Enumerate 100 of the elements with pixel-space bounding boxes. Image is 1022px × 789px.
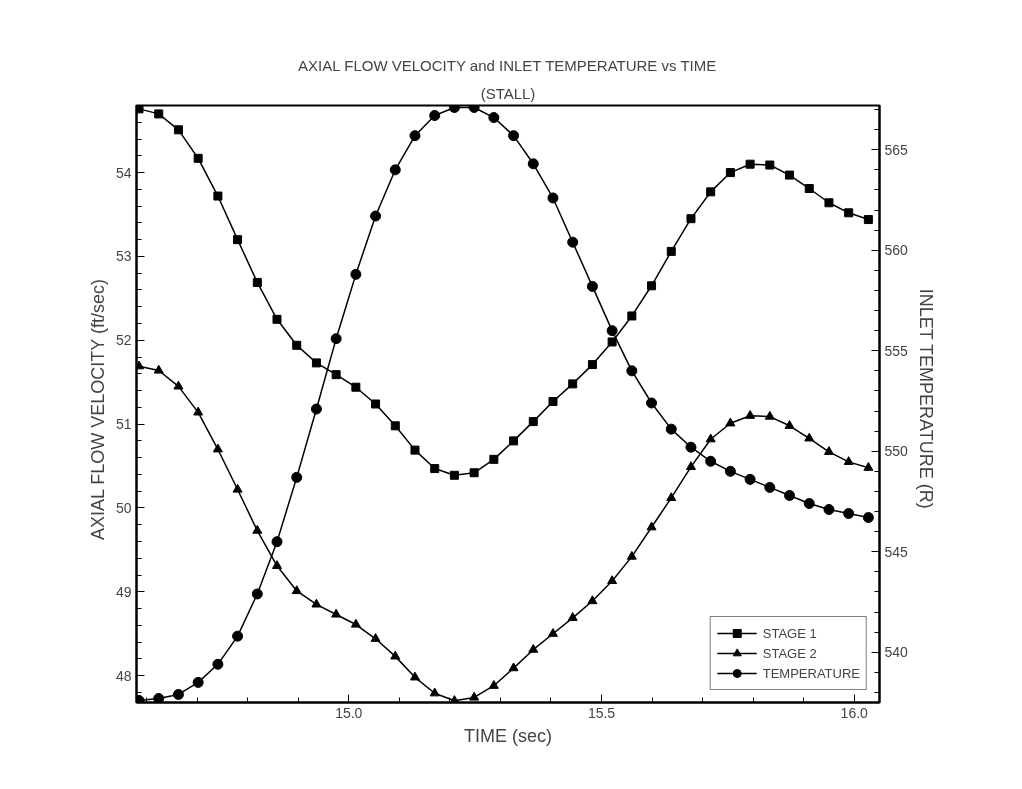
- x-tick-label: 15.0: [335, 704, 363, 721]
- y2-tick-label: 560: [884, 242, 909, 259]
- point: [330, 333, 342, 345]
- y2-tick-label: 545: [884, 543, 909, 560]
- point: [803, 498, 815, 509]
- point: [706, 187, 716, 197]
- point: [626, 365, 638, 377]
- point: [154, 109, 164, 119]
- point: [724, 465, 736, 477]
- y2-tick-label: 565: [884, 141, 909, 158]
- y-tick-label: 50: [115, 499, 132, 516]
- point: [272, 314, 282, 324]
- point: [843, 508, 855, 520]
- y-axis-title: AXIAL FLOW VELOCITY (ft/sec): [87, 278, 108, 541]
- point: [310, 403, 322, 415]
- point: [508, 130, 520, 142]
- point: [192, 676, 204, 688]
- y2-tick-label: 555: [884, 342, 909, 359]
- point: [409, 130, 421, 142]
- point: [804, 184, 814, 194]
- point: [765, 160, 775, 170]
- point: [785, 170, 795, 180]
- point: [251, 588, 263, 600]
- point: [764, 481, 776, 493]
- point: [784, 420, 795, 429]
- point: [705, 455, 717, 467]
- point: [509, 436, 519, 446]
- point: [862, 512, 874, 524]
- point: [685, 461, 696, 470]
- legend-label: STAGE 2: [762, 645, 817, 661]
- point: [272, 560, 283, 569]
- point: [528, 643, 539, 653]
- point: [607, 337, 617, 347]
- y2-axis-title: INLET TEMPERATURE (R): [915, 288, 936, 509]
- point: [331, 370, 341, 380]
- point: [626, 550, 637, 560]
- point: [232, 483, 243, 493]
- y-tick-label: 48: [115, 667, 132, 684]
- point: [863, 215, 873, 225]
- point: [823, 446, 834, 455]
- y-tick-label: 49: [115, 583, 132, 600]
- point: [469, 691, 480, 701]
- point: [213, 191, 223, 201]
- point: [646, 521, 657, 531]
- point: [389, 164, 401, 176]
- point: [350, 618, 361, 628]
- chart-subtitle: (STALL): [480, 84, 536, 102]
- point: [665, 423, 677, 435]
- point: [686, 214, 696, 224]
- point: [745, 159, 755, 169]
- point: [547, 192, 559, 204]
- point: [567, 612, 578, 621]
- point: [212, 443, 223, 453]
- point: [291, 585, 302, 595]
- chart-title: AXIAL FLOW VELOCITY and INLET TEMPERATURE vs TIME: [298, 56, 717, 74]
- point: [705, 433, 716, 443]
- point: [666, 246, 676, 256]
- point: [469, 468, 479, 478]
- point: [607, 575, 618, 585]
- point: [429, 687, 440, 697]
- point: [193, 153, 203, 163]
- point: [370, 633, 381, 642]
- point: [823, 504, 835, 516]
- y-tick-label: 53: [115, 248, 132, 265]
- point: [843, 456, 854, 465]
- point: [429, 110, 441, 122]
- point: [172, 688, 184, 700]
- point: [527, 158, 539, 170]
- x-tick-label: 15.5: [587, 704, 616, 721]
- point: [488, 112, 500, 124]
- point: [252, 524, 263, 534]
- point: [606, 325, 618, 337]
- y-tick-label: 54: [115, 164, 132, 181]
- point: [153, 692, 165, 703]
- point: [390, 650, 401, 660]
- point: [824, 198, 834, 208]
- point: [508, 662, 519, 672]
- point: [804, 432, 815, 442]
- point: [745, 410, 756, 419]
- point: [331, 608, 342, 618]
- x-axis-title: TIME (sec): [464, 725, 552, 746]
- point: [136, 360, 145, 370]
- point: [410, 671, 420, 681]
- point: [311, 358, 321, 368]
- legend-label: STAGE 1: [762, 625, 817, 641]
- point: [489, 454, 499, 464]
- point: [350, 268, 362, 280]
- point: [547, 628, 558, 637]
- point: [311, 598, 322, 608]
- point: [488, 680, 499, 689]
- point: [627, 311, 637, 321]
- point: [568, 379, 578, 389]
- y2-tick-label: 540: [884, 644, 909, 661]
- legend-label: TEMPERATURE: [762, 665, 860, 681]
- point: [666, 492, 677, 502]
- point: [764, 410, 775, 420]
- point: [193, 406, 204, 416]
- point: [725, 168, 735, 178]
- point: [232, 630, 244, 642]
- point: [173, 125, 183, 135]
